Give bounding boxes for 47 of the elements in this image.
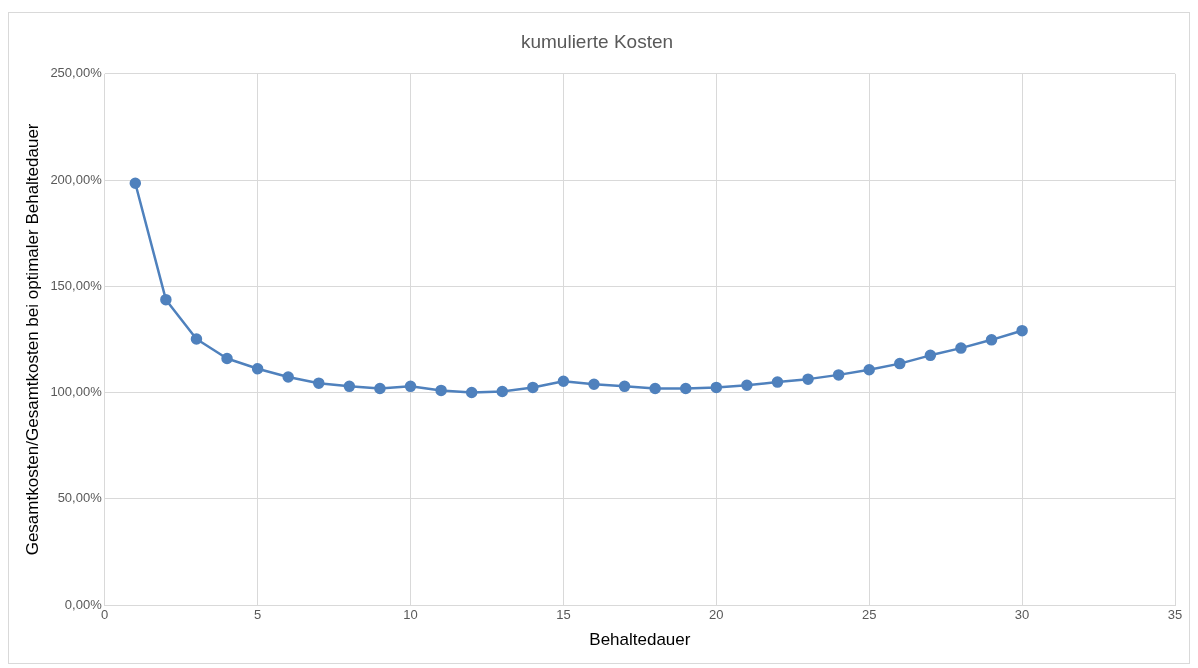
point	[802, 373, 814, 385]
point	[160, 293, 172, 306]
point	[221, 352, 233, 365]
point	[894, 357, 906, 370]
point	[985, 334, 998, 346]
point	[588, 378, 600, 390]
point	[863, 364, 875, 376]
point	[771, 376, 784, 388]
y-tick-label: 50,00%	[57, 490, 103, 506]
point	[832, 369, 845, 381]
point	[343, 380, 356, 393]
point	[496, 385, 508, 398]
x-tick-label: 0	[101, 607, 109, 623]
point	[527, 381, 539, 394]
point	[435, 384, 447, 397]
x-tick-label: 30	[1014, 607, 1030, 623]
chart-title: kumulierte Kosten	[520, 30, 674, 52]
point	[313, 377, 325, 389]
x-tick-label: 5	[254, 607, 262, 623]
point	[710, 381, 723, 394]
point	[649, 382, 661, 395]
y-axis-title: Gesamtkosten/Gesamtkosten bei optimaler Behaltedauer	[22, 123, 42, 556]
point	[924, 349, 937, 362]
y-tick-label: 100,00%	[50, 384, 103, 400]
point	[618, 380, 631, 393]
x-tick-label: 35	[1167, 607, 1183, 623]
point	[465, 386, 478, 399]
x-axis-title: Behaltedauer	[589, 630, 691, 650]
point	[282, 371, 294, 383]
point	[557, 375, 570, 388]
y-tick-label: 250,00%	[50, 65, 103, 81]
point	[251, 362, 264, 375]
point	[679, 382, 692, 395]
x-tick-label: 15	[556, 607, 571, 623]
point	[741, 379, 753, 392]
point	[1016, 324, 1028, 337]
point	[190, 333, 203, 345]
point	[129, 177, 142, 189]
point	[404, 380, 417, 393]
x-tick-label: 25	[861, 607, 877, 623]
x-tick-label: 10	[403, 607, 418, 623]
x-tick-label: 20	[709, 607, 724, 623]
y-tick-label: 150,00%	[50, 277, 103, 293]
y-tick-label: 200,00%	[50, 171, 103, 187]
point	[374, 382, 386, 395]
point	[955, 342, 967, 354]
y-tick-label: 0,00%	[64, 596, 103, 612]
